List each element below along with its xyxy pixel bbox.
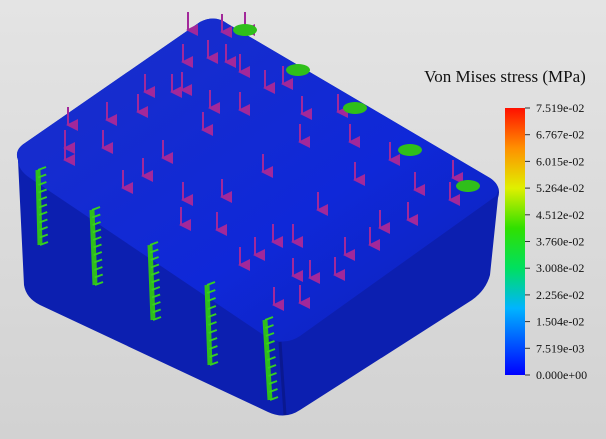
legend-label: 6.015e-02 bbox=[536, 154, 584, 168]
screenshot: Von Mises stress (MPa) 7.519e-02 6.767e-0… bbox=[0, 0, 606, 439]
fixture bbox=[286, 64, 310, 76]
legend-label: 2.256e-02 bbox=[536, 288, 584, 302]
legend-label: 3.760e-02 bbox=[536, 235, 584, 249]
scene: Von Mises stress (MPa) 7.519e-02 6.767e-0… bbox=[0, 0, 606, 439]
fixture bbox=[233, 24, 257, 36]
legend-label: 4.512e-02 bbox=[536, 208, 584, 222]
legend-label: 7.519e-02 bbox=[536, 101, 584, 115]
legend-label: 5.264e-02 bbox=[536, 181, 584, 195]
legend-label: 7.519e-03 bbox=[536, 341, 584, 355]
legend-label: 1.504e-02 bbox=[536, 315, 584, 329]
legend-label: 6.767e-02 bbox=[536, 128, 584, 142]
fixture bbox=[398, 144, 422, 156]
legend-title: Von Mises stress (MPa) bbox=[424, 67, 586, 86]
color-bar bbox=[505, 108, 525, 375]
legend-label: 0.000e+00 bbox=[536, 368, 587, 382]
fixture bbox=[456, 180, 480, 192]
fixture bbox=[343, 102, 367, 114]
legend-label: 3.008e-02 bbox=[536, 261, 584, 275]
